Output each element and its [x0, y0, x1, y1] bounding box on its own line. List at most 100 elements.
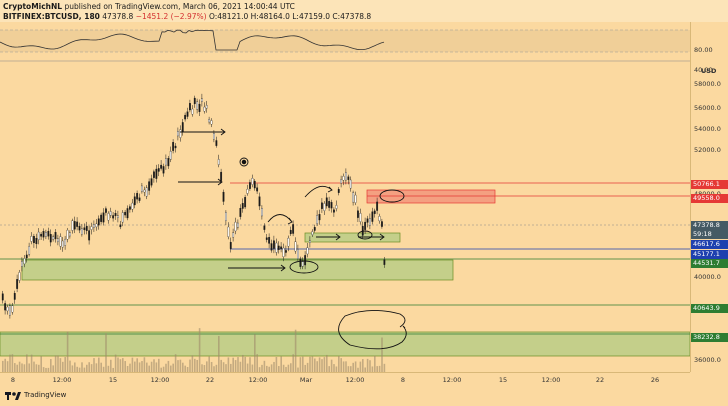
ohlc-close: C:47378.8 — [332, 12, 372, 21]
candle-body — [325, 197, 328, 207]
price-tick: 58000.0 — [694, 80, 721, 88]
candle-body — [369, 218, 371, 226]
candle-body — [318, 214, 321, 221]
volume-bar — [107, 365, 110, 372]
candle-body — [229, 241, 232, 249]
volume-bar — [158, 358, 160, 372]
candle-body — [21, 261, 23, 267]
rsi-pane[interactable] — [0, 22, 690, 62]
candle-body — [25, 254, 28, 259]
author-name[interactable]: CryptoMichNL — [3, 2, 63, 11]
volume-bar — [314, 358, 316, 372]
time-tick: 8 — [10, 376, 16, 384]
volume-bar — [273, 361, 275, 372]
tradingview-brand[interactable]: TradingView — [24, 391, 67, 399]
volume-bar — [285, 366, 287, 372]
volume-bar — [112, 367, 114, 372]
candle-body — [289, 229, 292, 235]
volume-bar — [76, 366, 78, 372]
volume-bar — [18, 361, 21, 372]
candle-body — [201, 98, 203, 102]
candle-body — [73, 221, 76, 230]
volume-bar — [170, 365, 172, 372]
symbol-name[interactable]: BITFINEX:BTCUSD, 180 — [3, 12, 100, 21]
price-tick: 40000.0 — [694, 273, 721, 281]
candle-body — [138, 197, 141, 201]
volume-bar — [42, 367, 45, 372]
candle-body — [287, 237, 290, 247]
price-tag: 44531.7 — [691, 259, 728, 268]
volume-bar — [239, 361, 242, 372]
candle-body — [205, 105, 208, 109]
candle-body — [285, 250, 287, 253]
volume-bar — [280, 356, 282, 372]
volume-bar — [366, 358, 369, 372]
volume-bar — [364, 367, 366, 372]
volume-bar — [162, 366, 165, 372]
volume-bar — [105, 333, 107, 372]
chart-header: CryptoMichNL published on TradingView.co… — [0, 0, 728, 22]
volume-bar — [371, 366, 374, 372]
price-tag: 47378.8 — [691, 221, 728, 230]
marker-icon[interactable] — [239, 157, 249, 167]
candle-body — [165, 158, 167, 166]
candle-body — [126, 208, 129, 219]
candle-body — [359, 213, 362, 222]
volume-bar — [174, 354, 177, 372]
volume-bar — [222, 362, 225, 372]
marker-icon-center — [241, 159, 247, 165]
candle-body — [102, 212, 105, 223]
volume-bar — [182, 362, 184, 372]
candle-body — [45, 232, 47, 237]
volume-bar — [357, 367, 359, 372]
price-axis[interactable]: 80.00 40.00 USD 58000.0 56000.0 54000.0 520… — [690, 22, 728, 372]
volume-bar — [242, 354, 244, 372]
candle-body — [340, 179, 343, 184]
volume-bar — [78, 367, 81, 372]
volume-bar — [268, 366, 270, 372]
volume-bar — [131, 357, 134, 372]
volume-bar — [297, 367, 299, 372]
price-tag: 38232.8 — [691, 333, 728, 342]
candle-body — [342, 176, 345, 181]
candles — [1, 93, 386, 319]
time-tick: 12:00 — [52, 376, 72, 384]
candle-body — [227, 226, 230, 237]
candle-body — [30, 236, 33, 242]
volume-bar — [136, 358, 138, 372]
volume-bar — [263, 360, 266, 372]
time-tick: 12:00 — [345, 376, 365, 384]
volume-bar — [318, 357, 321, 372]
time-axis[interactable]: 8 12:00 15 12:00 22 12:00 Mar 12:00 8 12:00 15 12:0… — [0, 372, 690, 386]
candle-body — [213, 133, 215, 140]
candlestick-chart[interactable] — [0, 62, 690, 372]
volume-bar — [249, 357, 251, 372]
volume-bar — [38, 364, 40, 372]
candle-body — [66, 229, 69, 240]
candle-body — [93, 224, 95, 228]
volume-bar — [304, 364, 306, 372]
candle-body — [333, 209, 335, 213]
tradingview-logo-icon[interactable] — [4, 390, 22, 402]
price-pane[interactable] — [0, 62, 690, 372]
candle-body — [105, 208, 107, 213]
circle-annotation — [338, 310, 407, 350]
candle-body — [179, 129, 182, 138]
volume-bar — [352, 362, 354, 372]
candle-body — [299, 258, 302, 267]
volume-bar — [306, 362, 309, 372]
volume-bar — [287, 364, 290, 372]
time-tick: 15 — [498, 376, 508, 384]
candle-body — [85, 225, 88, 231]
candle-body — [100, 214, 103, 222]
time-tick: 12:00 — [442, 376, 462, 384]
support-zone-lower — [0, 331, 690, 357]
volume-bar — [203, 365, 206, 372]
volume-bar — [347, 366, 350, 372]
candle-body — [244, 197, 247, 208]
candle-body — [16, 279, 19, 289]
candle-body — [193, 97, 196, 105]
candle-body — [297, 249, 299, 259]
volume-bar — [16, 364, 18, 372]
volume-bar — [114, 354, 117, 372]
